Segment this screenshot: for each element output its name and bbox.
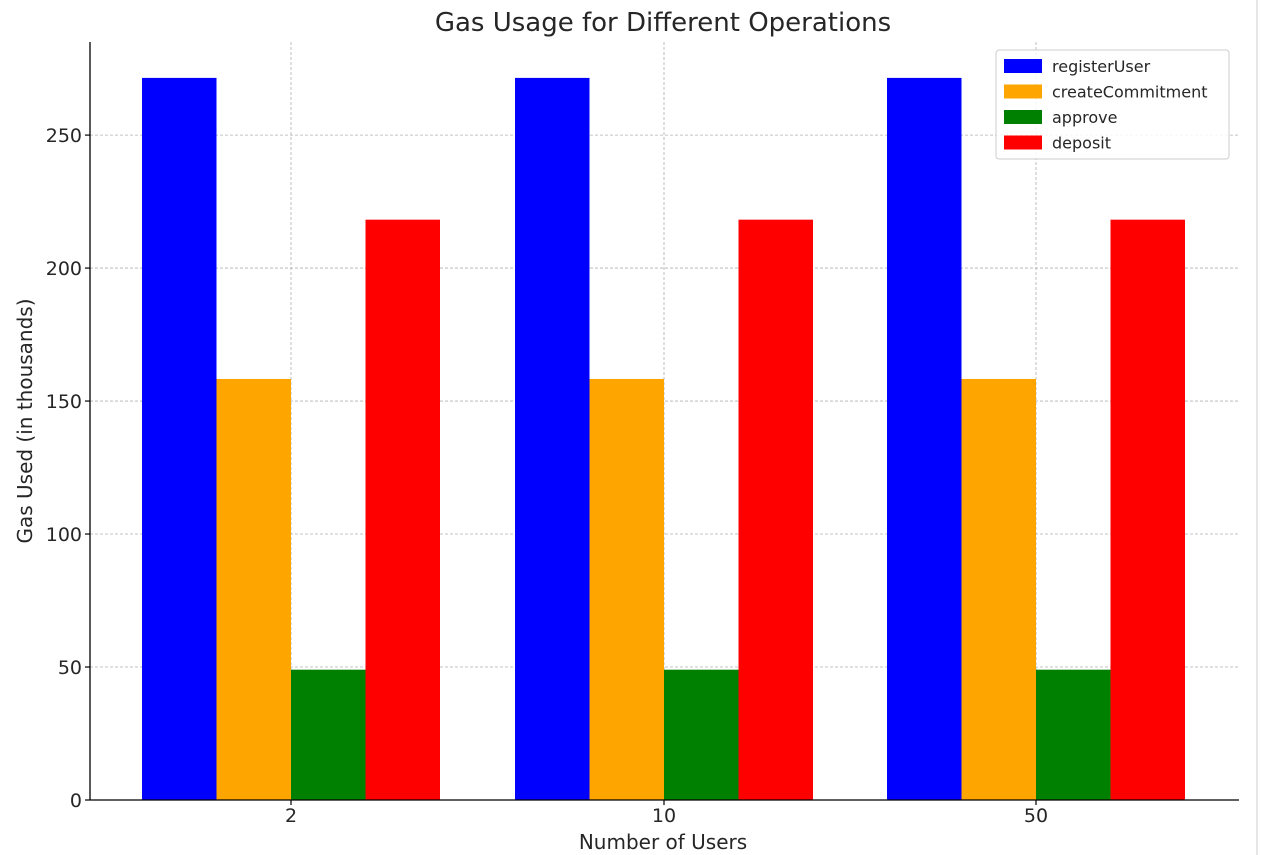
bar-deposit-2	[365, 219, 440, 801]
bar-deposit-50	[1110, 219, 1185, 801]
y-axis-label: Gas Used (in thousands)	[13, 298, 37, 543]
legend-label-registerUser: registerUser	[1052, 57, 1151, 76]
y-tick-label: 100	[46, 524, 82, 546]
y-axis-ticks: 0 50 100 150 200 250	[46, 125, 90, 812]
x-tick-label: 2	[285, 805, 297, 827]
y-tick-label: 50	[58, 657, 82, 679]
legend-swatch-registerUser	[1004, 59, 1042, 73]
y-tick-label: 0	[70, 790, 82, 812]
y-tick-label: 150	[46, 391, 82, 413]
legend-swatch-createCommitment	[1004, 84, 1042, 99]
x-axis-label: Number of Users	[579, 830, 747, 854]
bars	[142, 77, 1185, 801]
bar-approve-2	[291, 669, 366, 800]
legend-label-createCommitment: createCommitment	[1052, 83, 1207, 102]
bar-createCommitment-2	[216, 378, 291, 800]
legend-box	[995, 49, 1230, 160]
bar-approve-50	[1036, 669, 1111, 800]
bar-createCommitment-10	[589, 378, 664, 800]
y-tick-label: 200	[46, 258, 82, 280]
x-axis-ticks: 2 10 50	[285, 800, 1048, 827]
bar-createCommitment-50	[961, 378, 1036, 800]
legend-swatch-approve	[1004, 110, 1042, 124]
legend-label-approve: approve	[1052, 108, 1117, 127]
legend-swatch-deposit	[1004, 135, 1042, 150]
legend-label-deposit: deposit	[1052, 134, 1111, 153]
window-edge	[1256, 0, 1258, 855]
bar-registerUser-50	[887, 77, 962, 800]
x-tick-label: 50	[1024, 805, 1048, 827]
y-tick-label: 250	[46, 125, 82, 147]
legend: registerUser createCommitment approve depos…	[995, 49, 1230, 160]
bar-deposit-10	[738, 219, 813, 801]
bar-registerUser-2	[142, 77, 217, 800]
chart-title: Gas Usage for Different Operations	[435, 8, 891, 38]
bar-approve-10	[664, 669, 739, 800]
bar-registerUser-10	[515, 77, 590, 800]
x-tick-label: 10	[652, 805, 676, 827]
